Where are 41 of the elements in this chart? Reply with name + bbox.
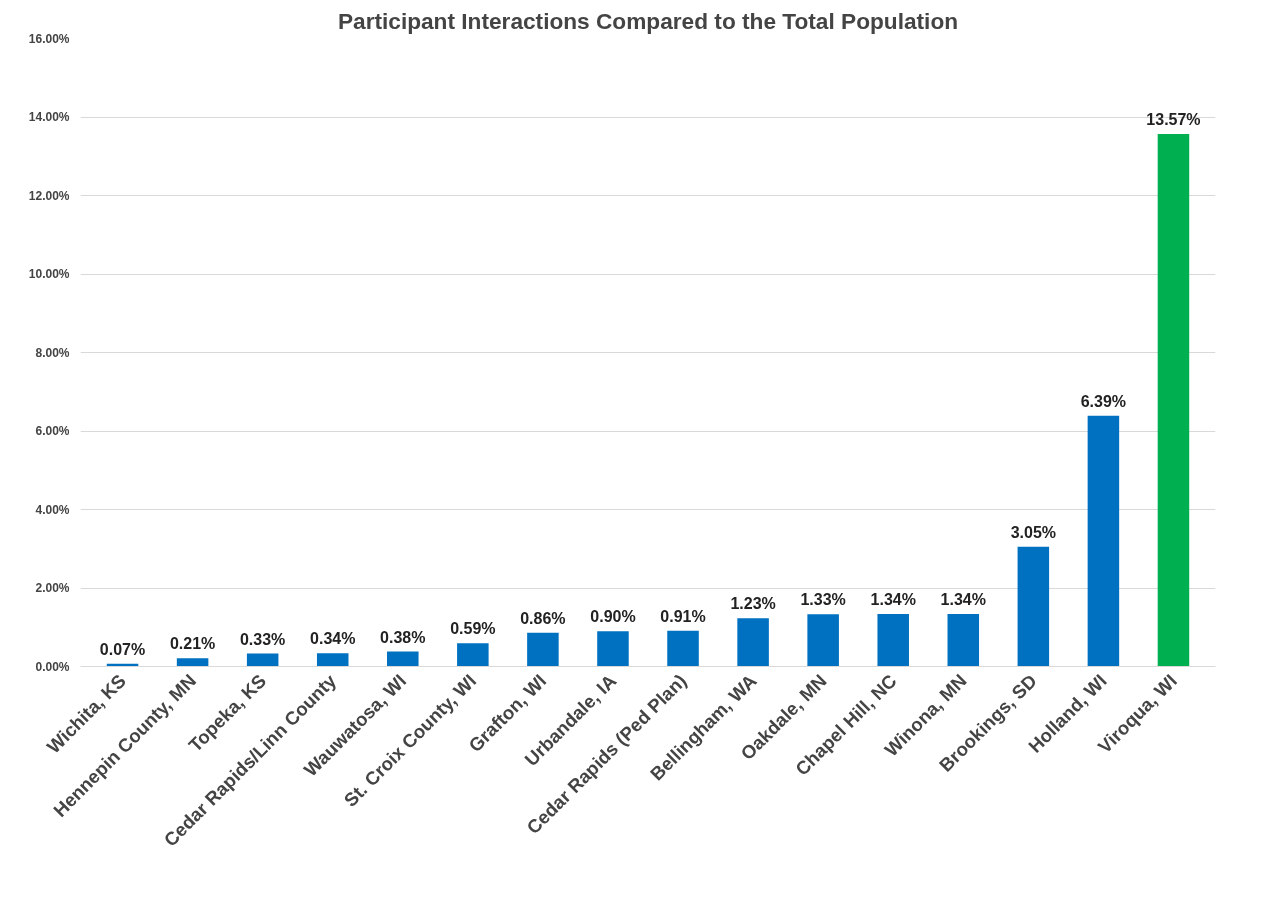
y-tick-label: 16.00% bbox=[28, 31, 70, 46]
bar bbox=[527, 632, 559, 667]
data-label: 1.34% bbox=[870, 590, 916, 608]
bar bbox=[877, 613, 909, 667]
y-tick-label: 12.00% bbox=[28, 188, 70, 203]
bar bbox=[387, 651, 419, 667]
chart-title: Participant Interactions Compared to the Total Population bbox=[337, 7, 959, 34]
data-label: 0.33% bbox=[239, 630, 286, 648]
y-tick-label: 8.00% bbox=[35, 345, 70, 360]
y-tick-label: 2.00% bbox=[35, 581, 70, 595]
y-tick-label: 4.00% bbox=[35, 502, 70, 517]
bar bbox=[807, 614, 839, 667]
bar bbox=[667, 630, 699, 667]
bar bbox=[176, 658, 209, 667]
y-tick-label: 14.00% bbox=[28, 110, 70, 124]
y-tick-label: 10.00% bbox=[28, 267, 70, 281]
data-label: 0.59% bbox=[450, 620, 496, 638]
bar bbox=[1017, 546, 1050, 667]
data-label: 3.05% bbox=[1010, 523, 1057, 541]
data-label: 1.33% bbox=[800, 591, 846, 609]
bar bbox=[737, 618, 769, 667]
data-label: 0.86% bbox=[520, 609, 566, 627]
bar bbox=[457, 643, 489, 667]
bar bbox=[246, 653, 279, 667]
data-label: 0.91% bbox=[660, 607, 706, 625]
data-label: 0.38% bbox=[380, 628, 426, 646]
data-label: 1.23% bbox=[730, 595, 776, 613]
bar bbox=[597, 631, 629, 667]
y-tick-label: 6.00% bbox=[35, 424, 70, 438]
bar bbox=[1087, 415, 1120, 667]
data-label: 0.21% bbox=[169, 635, 216, 653]
data-label: 0.90% bbox=[590, 608, 636, 626]
data-label: 6.39% bbox=[1080, 392, 1127, 410]
bar bbox=[1157, 133, 1190, 667]
data-label: 0.07% bbox=[99, 640, 146, 658]
bar bbox=[316, 653, 349, 667]
data-label: 13.57% bbox=[1146, 110, 1201, 128]
data-label: 1.34% bbox=[940, 590, 986, 608]
data-label: 0.34% bbox=[310, 630, 356, 648]
bar bbox=[947, 613, 980, 667]
y-tick-label: 0.00% bbox=[35, 659, 70, 674]
